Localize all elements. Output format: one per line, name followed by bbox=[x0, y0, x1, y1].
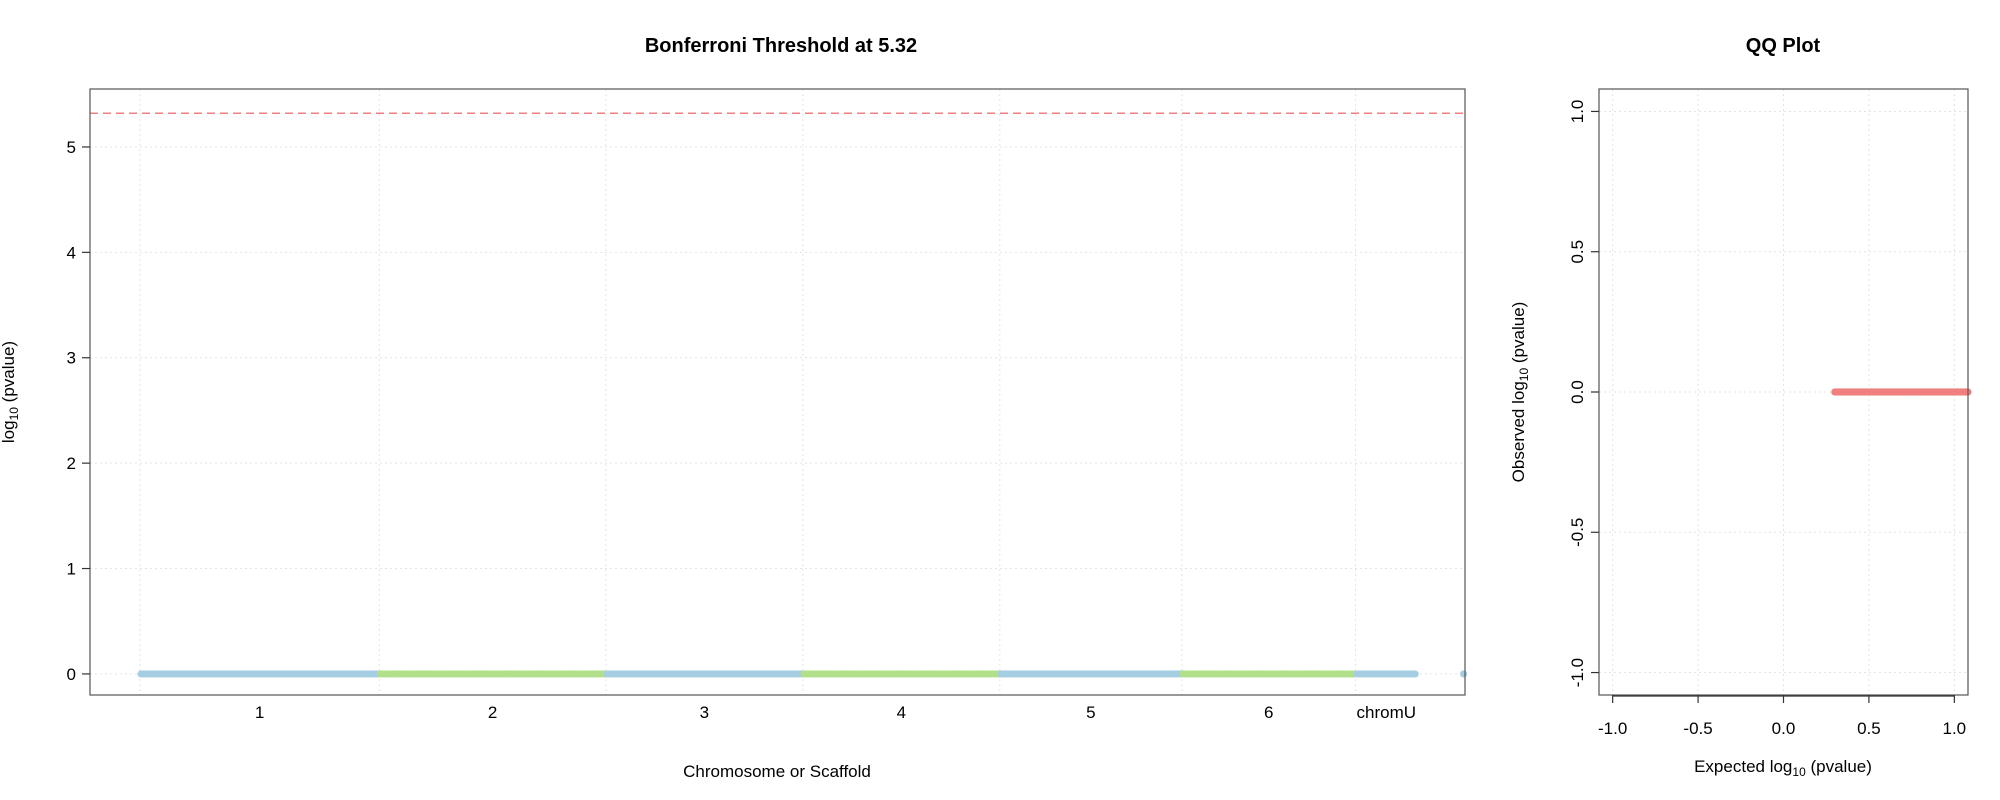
manhattan-y-tick-label: 2 bbox=[67, 454, 76, 473]
manhattan-grid bbox=[90, 89, 1465, 695]
chromosome-label: 4 bbox=[897, 703, 906, 722]
manhattan-x-axis-label: Chromosome or Scaffold bbox=[683, 762, 871, 781]
qq-y-axis-label: Observed log10 (pvalue) bbox=[1509, 302, 1531, 483]
qq-y-tick-label: 1.0 bbox=[1568, 100, 1587, 124]
manhattan-y-tick-label: 1 bbox=[67, 560, 76, 579]
qq-title: QQ Plot bbox=[1746, 35, 1821, 57]
manhattan-plot-frame bbox=[89, 88, 1466, 696]
chromosome-label: 3 bbox=[700, 703, 709, 722]
snp-point bbox=[1411, 670, 1419, 678]
manhattan-x-tick-labels: 1 2 3 4 5 6 chromU bbox=[255, 703, 1416, 722]
qq-y-axis: -1.0 -0.5 0.0 0.5 1.0 bbox=[1568, 100, 1599, 687]
manhattan-plot: Bonferroni Threshold at 5.32 0 1 2 3 4 5 1 2 3 4… bbox=[0, 35, 1468, 781]
manhattan-y-tick-label: 0 bbox=[67, 665, 76, 684]
manhattan-y-tick-label: 4 bbox=[67, 243, 76, 262]
qq-x-tick-label: -0.5 bbox=[1683, 719, 1712, 738]
manhattan-y-tick-label: 3 bbox=[67, 349, 76, 368]
qq-grid bbox=[1599, 89, 1968, 695]
qq-y-tick-label: 0.0 bbox=[1568, 380, 1587, 404]
qq-x-tick-label: -1.0 bbox=[1598, 719, 1627, 738]
qq-plot: QQ Plot -1.0 -0.5 0.0 0.5 1.0 -1.0 -0.5 0.0 0.5… bbox=[1509, 35, 1972, 779]
manhattan-title: Bonferroni Threshold at 5.32 bbox=[645, 35, 917, 57]
manhattan-points bbox=[137, 670, 1468, 678]
chromosome-label: chromU bbox=[1357, 703, 1417, 722]
chromosome-label: 1 bbox=[255, 703, 264, 722]
snp-point bbox=[1459, 670, 1468, 678]
manhattan-y-tick-label: 5 bbox=[67, 138, 76, 157]
qq-y-tick-label: 0.5 bbox=[1568, 240, 1587, 264]
chromosome-label: 6 bbox=[1264, 703, 1273, 722]
qq-x-tick-label: 1.0 bbox=[1943, 719, 1967, 738]
qq-x-tick-label: 0.0 bbox=[1772, 719, 1796, 738]
qq-x-axis: -1.0 -0.5 0.0 0.5 1.0 bbox=[1598, 695, 1966, 738]
qq-y-tick-label: -1.0 bbox=[1568, 658, 1587, 687]
qq-points bbox=[1831, 388, 1972, 396]
qq-x-tick-label: 0.5 bbox=[1857, 719, 1881, 738]
qq-y-tick-label: -0.5 bbox=[1568, 518, 1587, 547]
chromosome-label: 5 bbox=[1086, 703, 1095, 722]
manhattan-y-axis-label: log10 (pvalue) bbox=[0, 341, 21, 443]
manhattan-y-axis: 0 1 2 3 4 5 bbox=[67, 138, 90, 684]
chromosome-label: 2 bbox=[488, 703, 497, 722]
qq-x-axis-label: Expected log10 (pvalue) bbox=[1694, 757, 1872, 779]
